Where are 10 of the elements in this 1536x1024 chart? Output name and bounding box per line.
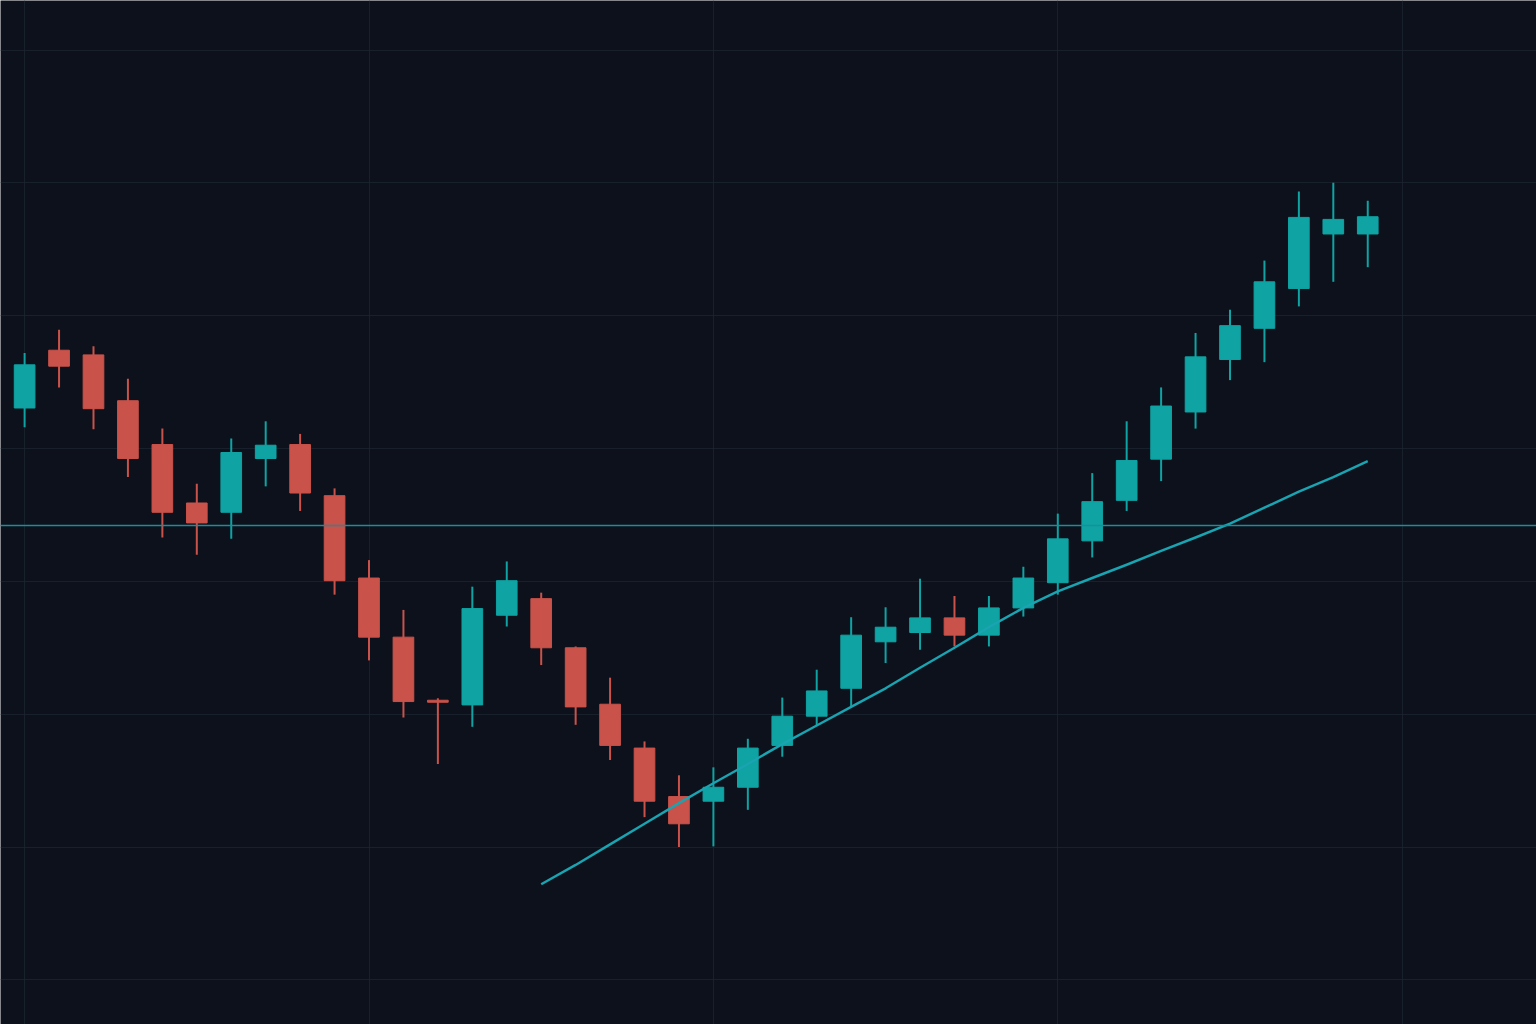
candlestick [943,594,966,648]
candlestick [427,697,449,766]
candlestick [702,766,725,848]
candlestick [1322,181,1345,283]
candlestick [874,606,897,665]
candlestick [48,328,70,389]
candlestick [254,420,277,488]
candlestick [185,482,208,556]
candlestick [1356,199,1379,269]
candlestick [909,577,931,651]
